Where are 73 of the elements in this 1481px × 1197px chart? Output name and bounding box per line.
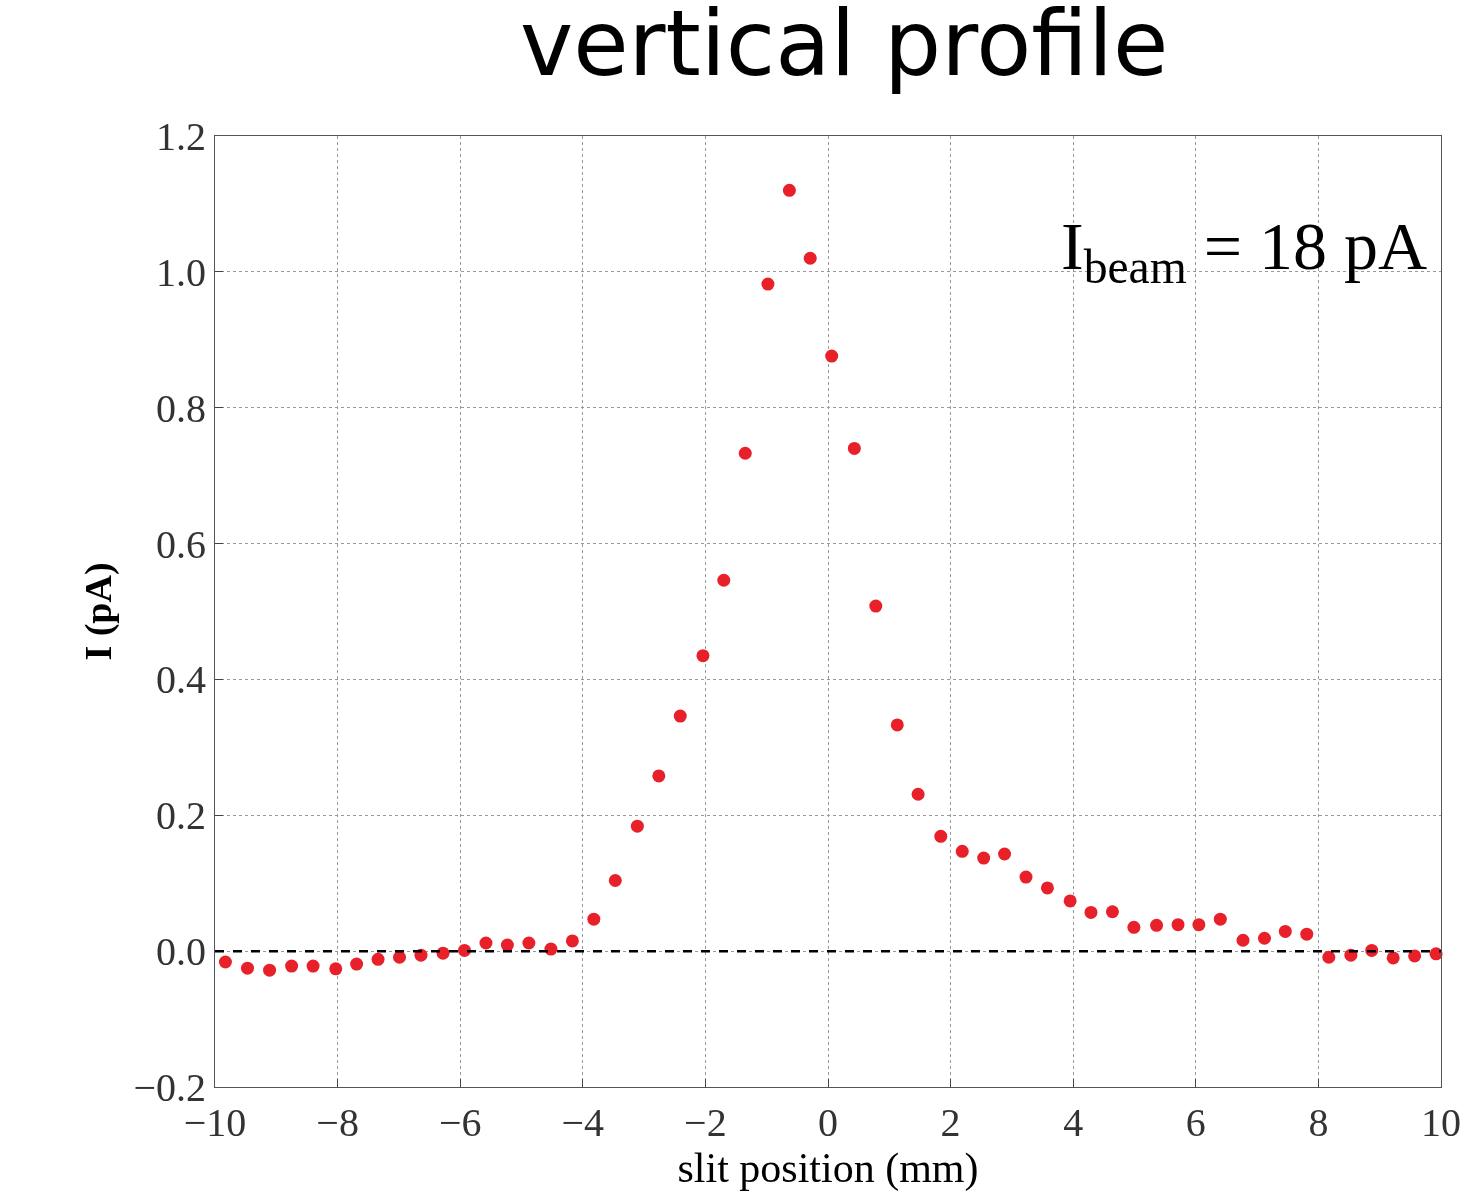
point — [847, 441, 861, 455]
point — [608, 874, 622, 887]
chart-title: vertical profile — [519, 0, 1169, 96]
point — [1084, 905, 1098, 919]
point — [1386, 951, 1400, 965]
point — [977, 851, 991, 865]
point — [306, 959, 320, 973]
x-tick-label: −4 — [561, 1100, 605, 1145]
y-axis-title: I (pA) — [76, 562, 120, 661]
point — [890, 718, 904, 732]
annotation: I$_{beam}$ = 18 pA — [1061, 208, 1428, 294]
point — [263, 963, 277, 977]
point — [241, 961, 254, 975]
x-tick-label: −6 — [438, 1100, 482, 1145]
point — [803, 251, 817, 265]
point — [1278, 924, 1292, 938]
point — [630, 819, 644, 833]
point — [285, 959, 299, 973]
point — [1322, 950, 1336, 964]
point — [696, 649, 710, 663]
point — [1150, 918, 1164, 932]
point — [911, 787, 925, 801]
y-tick-label: 0.4 — [156, 657, 206, 703]
x-axis-title: slit position (mm) — [677, 1145, 979, 1192]
point — [1105, 905, 1119, 919]
point — [782, 183, 796, 197]
point — [869, 599, 883, 613]
point — [1063, 894, 1077, 908]
x-tick-label: 2 — [940, 1100, 961, 1145]
point — [544, 942, 558, 956]
point — [652, 769, 666, 783]
point — [479, 936, 493, 950]
x-tick-label: −8 — [316, 1100, 359, 1145]
x-tick-label: −2 — [684, 1100, 727, 1145]
point — [1019, 870, 1033, 884]
y-tick-label: 0.8 — [156, 385, 206, 431]
point — [1127, 920, 1141, 934]
point — [955, 844, 969, 858]
x-tick-label: 4 — [1063, 1100, 1084, 1145]
point — [1192, 918, 1206, 932]
point — [998, 847, 1012, 861]
point — [329, 962, 343, 976]
point — [673, 709, 687, 723]
point — [1300, 927, 1314, 941]
y-tick-label: 0.2 — [156, 793, 206, 839]
point — [1171, 918, 1185, 932]
x-tick-label: 6 — [1185, 1100, 1206, 1145]
point — [934, 829, 948, 843]
point — [371, 952, 385, 966]
point — [218, 955, 232, 969]
point — [458, 943, 471, 957]
point — [1236, 933, 1250, 947]
point — [738, 446, 752, 460]
point — [1257, 931, 1271, 945]
point — [393, 950, 407, 964]
point — [1040, 881, 1054, 895]
point — [565, 934, 579, 948]
point — [1213, 912, 1227, 926]
point — [587, 912, 601, 926]
point — [350, 957, 364, 971]
point — [522, 936, 536, 950]
y-tick-label: 0.0 — [156, 929, 206, 975]
point — [717, 573, 731, 587]
x-tick-label: 8 — [1308, 1100, 1329, 1145]
point — [1408, 949, 1422, 963]
y-tick-label: 1.2 — [156, 114, 206, 159]
point — [761, 277, 775, 291]
y-tick-label: 1.0 — [156, 249, 206, 295]
point — [436, 946, 450, 960]
y-tick-label: 0.6 — [156, 521, 206, 567]
x-tick-label: 0 — [818, 1100, 838, 1145]
point — [825, 349, 839, 363]
x-tick-label: 10 — [1421, 1100, 1461, 1145]
